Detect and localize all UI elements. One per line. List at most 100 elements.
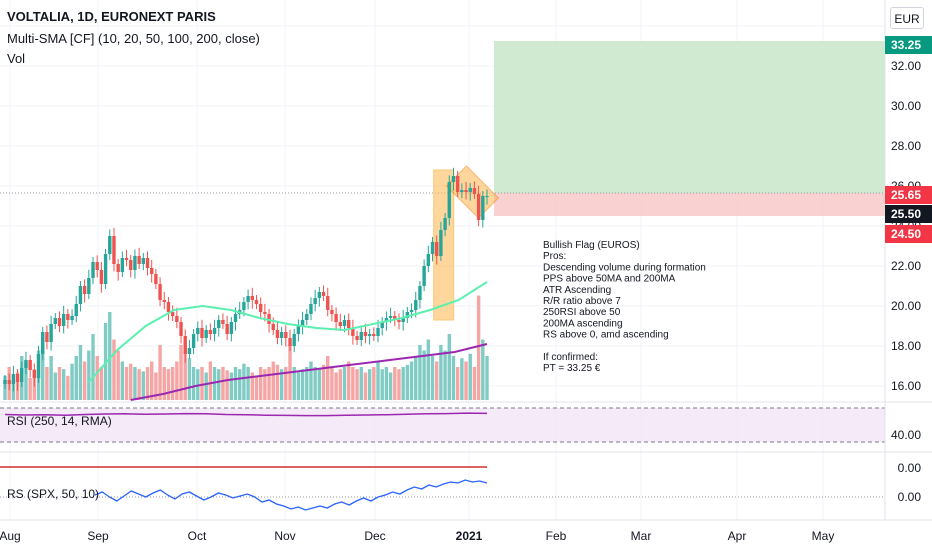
- volume-bar: [74, 356, 78, 400]
- candle-body: [41, 332, 45, 354]
- volume-bar: [334, 372, 338, 400]
- volume-bar: [464, 361, 468, 400]
- candle-body: [258, 304, 263, 312]
- volume-bar: [267, 367, 271, 400]
- candle-body: [275, 330, 280, 338]
- volume-bar: [367, 369, 372, 400]
- candle-body: [355, 336, 359, 340]
- volume-bar: [87, 350, 91, 400]
- price-tag-label: 24.50: [891, 227, 921, 241]
- volume-bar: [355, 369, 359, 400]
- candle-body: [158, 284, 162, 300]
- candle-body: [70, 316, 74, 320]
- candle-body: [229, 322, 234, 334]
- volume-bar: [263, 369, 267, 400]
- volume-bar: [78, 345, 83, 400]
- candle-body: [99, 270, 104, 284]
- price-tick-label: 20.00: [891, 299, 921, 313]
- volume-bar: [175, 361, 179, 400]
- candle-body: [246, 296, 250, 302]
- rsi-pane: [0, 407, 885, 443]
- volume-bar: [372, 367, 376, 400]
- annotation-line: Pros:: [543, 251, 566, 262]
- candle-body: [346, 320, 351, 328]
- sma50-line: [88, 281, 488, 383]
- candle-body: [208, 330, 213, 334]
- candle-body: [225, 324, 229, 334]
- volume-bar: [112, 339, 116, 400]
- volume-bar: [338, 369, 343, 400]
- volume-bar: [91, 334, 95, 400]
- rsi-label[interactable]: RSI (250, 14, RMA): [7, 414, 112, 428]
- price-tag-bg: [885, 36, 932, 54]
- price-tick-label: 30.00: [891, 99, 921, 113]
- volume-bar: [137, 369, 141, 400]
- volume-bar: [363, 372, 368, 400]
- candle-body: [175, 316, 179, 322]
- candle-body: [393, 316, 397, 320]
- volume-bar: [141, 371, 146, 400]
- rs-label[interactable]: RS (SPX, 50, 10): [7, 487, 100, 501]
- candle-body: [129, 260, 133, 270]
- volume-bar: [45, 367, 49, 400]
- volume-bar: [330, 367, 334, 400]
- candle-body: [455, 176, 460, 192]
- rsi-tick-label: 40.00: [891, 428, 921, 442]
- candle-body: [334, 314, 338, 322]
- volume-bar: [70, 363, 74, 400]
- volume-bar: [242, 363, 246, 400]
- candle-body: [196, 328, 200, 334]
- candle-body: [330, 310, 334, 314]
- volume-bar: [435, 361, 439, 400]
- price-tag-bg: [885, 205, 932, 223]
- candle-body: [372, 334, 376, 336]
- candle-body: [435, 242, 439, 256]
- candle-body: [351, 328, 355, 336]
- indicator-legend[interactable]: Multi-SMA [CF] (10, 20, 50, 100, 200, cl…: [7, 31, 260, 46]
- candle-body: [170, 312, 175, 316]
- price-tag-label: 25.65: [891, 188, 921, 202]
- candle-body: [149, 268, 154, 274]
- trade-zones: [0, 41, 885, 321]
- candle-body: [418, 286, 422, 300]
- annotation-line: PPS above 50MA and 200MA: [543, 274, 676, 285]
- annotation-text: Bullish Flag (EUROS)Pros:Descending volu…: [543, 240, 706, 374]
- volume-bar: [158, 345, 162, 400]
- candle-body: [11, 374, 16, 384]
- price-tick-label: 28.00: [891, 139, 921, 153]
- time-tick-label: Aug: [0, 529, 21, 543]
- volume-bar: [455, 367, 460, 400]
- volume-bar: [284, 367, 288, 400]
- volume-bar: [170, 367, 175, 400]
- candle-body: [476, 194, 481, 220]
- candle-body: [481, 196, 485, 220]
- target-zone: [494, 41, 885, 193]
- volume-bar: [57, 367, 62, 400]
- volume-bar: [296, 372, 301, 400]
- volume-bar: [321, 364, 326, 400]
- volume-bar: [221, 367, 225, 400]
- candle-body: [468, 188, 472, 192]
- candle-body: [87, 278, 91, 294]
- volume-bar: [393, 367, 397, 400]
- candle-body: [439, 230, 443, 256]
- volume-bar: [300, 369, 305, 400]
- moving-averages: [88, 281, 488, 401]
- annotation-line: RS above 0, amd ascending: [543, 330, 669, 341]
- candle-body: [279, 332, 284, 338]
- volume-bar: [191, 367, 196, 400]
- candle-body: [405, 312, 410, 318]
- stop-zone: [494, 193, 885, 216]
- currency-button[interactable]: EUR: [890, 7, 924, 29]
- annotation-line: 250RSI above 50: [543, 307, 621, 318]
- volume-bar: [258, 367, 263, 400]
- volume-bar: [149, 361, 154, 400]
- candle-body: [338, 322, 343, 326]
- candle-body: [133, 256, 137, 270]
- volume-bar: [225, 370, 229, 400]
- annotation-line: 200MA ascending: [543, 318, 623, 329]
- candle-body: [263, 312, 267, 314]
- volume-bar: [418, 345, 422, 400]
- candle-body: [108, 236, 112, 254]
- volume-legend[interactable]: Vol: [7, 51, 26, 66]
